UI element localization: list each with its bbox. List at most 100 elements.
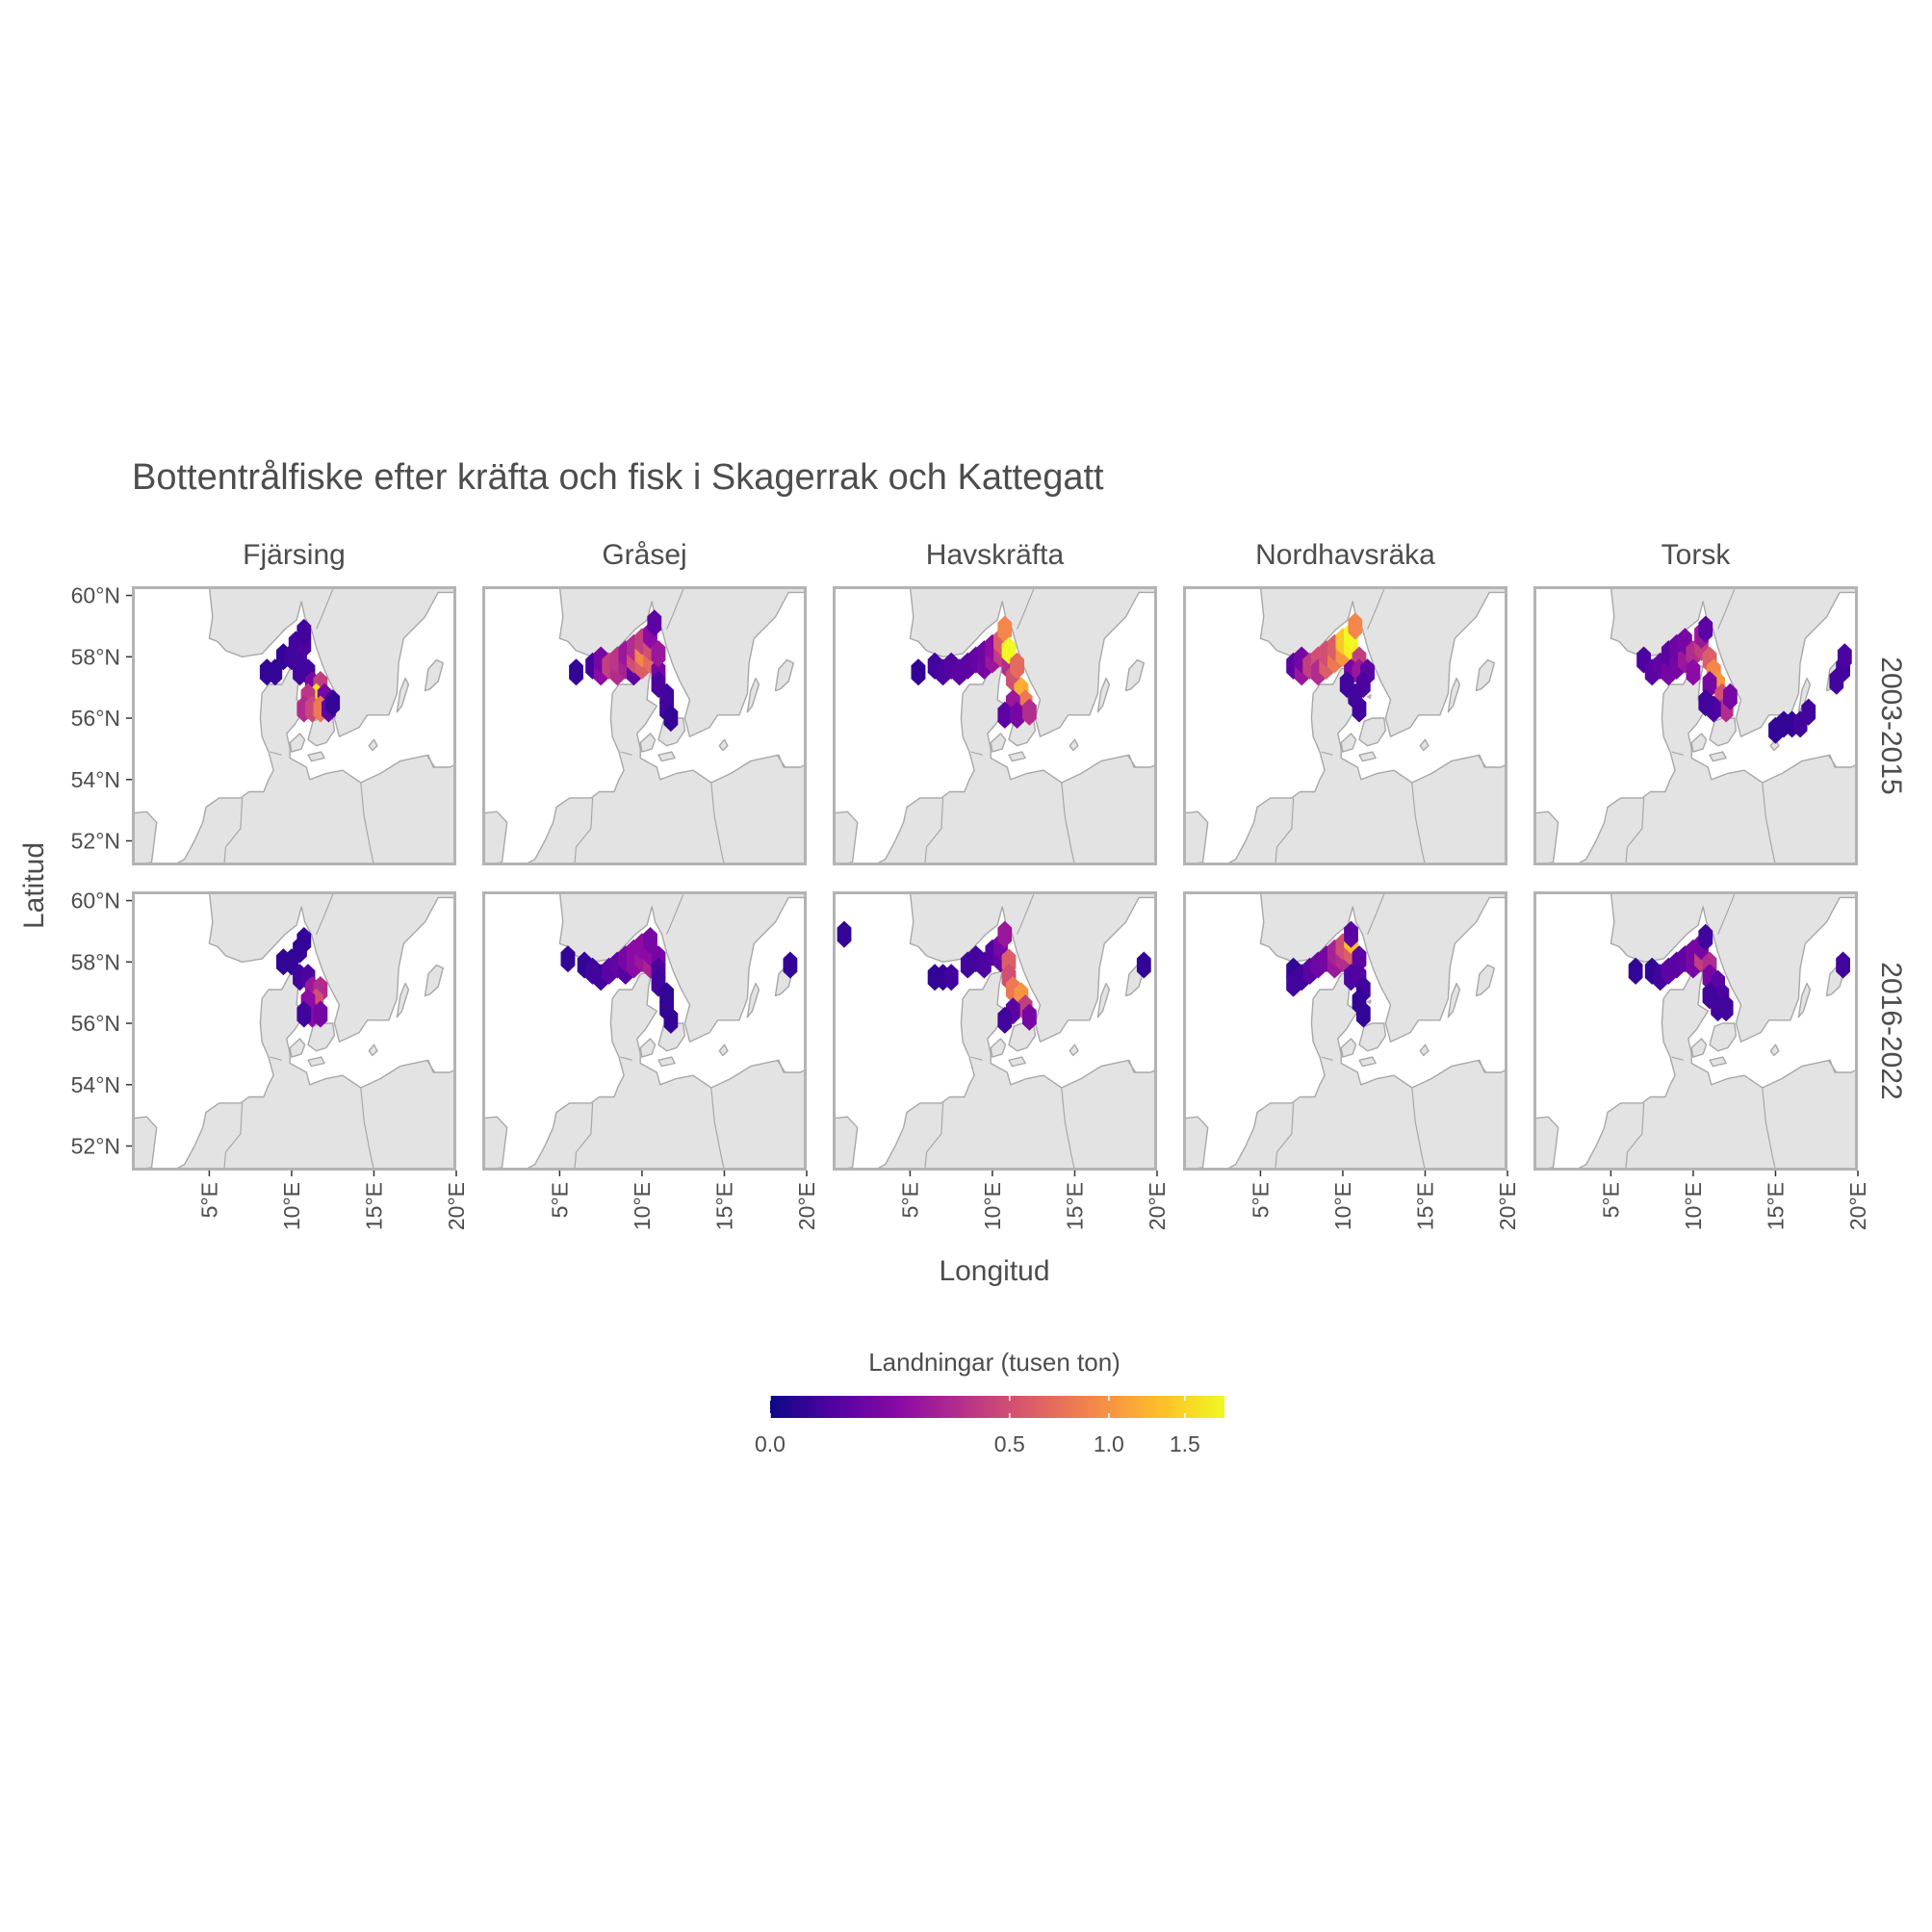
country-border [316,588,334,630]
scandinavia-land [208,891,456,1043]
panel-border [1183,891,1507,1171]
england-land [132,1116,158,1171]
map-panel-content [1533,891,1858,1171]
hex-cell [1801,698,1816,726]
x-tick-label: 10°E [1330,1182,1355,1230]
x-tick-label: 5°E [897,1182,922,1218]
lolland-land [657,1056,676,1068]
country-border [1762,1087,1777,1171]
country-border [1827,754,1838,768]
england-land [482,811,508,865]
country-border [1477,1059,1487,1073]
oland-land [1447,982,1461,1018]
x-tick-label: 15°E [1062,1182,1087,1230]
country-border [924,797,944,865]
map-panel [1533,891,1858,1171]
oland-land [396,677,410,713]
x-tick-label: 20°E [1145,1182,1170,1230]
row-strip-label: 2016-2022 [1875,962,1907,1099]
x-tick-label: 20°E [1495,1182,1520,1230]
y-tick-label: 58°N [71,644,120,669]
hex-cell [1702,982,1717,1010]
gotland-land [424,658,444,692]
country-border [1762,782,1777,865]
x-axes: 5°E 10°E 15°E 20°E 5°E 10°E 15°E 20°E 5°E 10°E 15°… [196,1171,1870,1230]
country-border [1126,754,1137,768]
country-border [970,751,983,756]
map-panel [1183,891,1507,1171]
hex-cell [1136,951,1151,979]
hex-cell [1698,689,1713,717]
zealand-land [1709,717,1738,747]
country-border [425,754,436,768]
country-border [620,1056,632,1061]
country-border [776,1059,786,1073]
x-tick-label: 10°E [980,1182,1005,1230]
column-strip-label: Nordhavsräka [1255,539,1435,571]
country-border [1411,1087,1427,1171]
bornholm-land [718,738,729,752]
country-border [223,1102,244,1171]
funen-land [990,733,1007,753]
scandinavia-land [1610,891,1858,1043]
map-panel [132,586,456,865]
country-border [1827,1059,1838,1073]
country-border [1671,751,1684,756]
country-border [316,893,334,935]
color-legend: Landningar (tusen ton) 0.0 0.5 1.0 1.5 [755,1348,1224,1456]
hex-cell [651,640,666,668]
gotland-land [424,964,444,997]
column-strip-label: Gråsej [602,539,686,571]
legend-title: Landningar (tusen ton) [868,1348,1121,1377]
country-border [970,1056,983,1061]
funen-land [289,1038,306,1058]
x-tick-label: 20°E [794,1182,819,1230]
x-tick-label: 5°E [196,1182,221,1218]
map-panel-content [1183,586,1507,865]
hex-cell [997,920,1013,948]
lolland-land [1358,1056,1377,1068]
funen-land [1690,733,1708,753]
row-strips: 2003-2015 2016-2022 [1875,657,1907,1099]
x-tick-label: 20°E [444,1182,469,1230]
england-land [1183,1116,1209,1171]
column-strip-label: Torsk [1662,539,1732,571]
map-panel-content [482,891,807,1171]
funen-land [289,733,306,753]
funen-land [639,733,657,753]
x-tick-label: 15°E [711,1182,736,1230]
country-border [620,751,632,756]
hex-cell [1836,951,1850,979]
x-tick-label: 20°E [1845,1182,1870,1230]
hex-cell [997,615,1013,643]
hex-cell [296,927,312,954]
hex-cell [943,964,959,992]
hex-cell [911,658,926,686]
country-border [270,751,282,756]
england-land [833,1116,859,1171]
anholt-land [1366,999,1372,1005]
map-panel-content [132,586,456,865]
scandinavia-land [558,891,807,1043]
hex-cell [1723,683,1738,710]
map-panel [833,891,1157,1171]
country-border [1017,588,1035,630]
panel-border [1533,586,1858,865]
lolland-land [1709,751,1727,762]
hex-cell [1355,1000,1371,1028]
y-axes: 52°N 54°N 56°N 58°N 60°N 52°N 54°N 56°N 58°N 60°N [71,583,132,1159]
funen-land [990,1038,1007,1058]
legend-tick-label: 0.0 [755,1431,786,1456]
lolland-land [1358,751,1377,762]
map-panel-content [833,586,1157,865]
zealand-land [1008,1022,1037,1052]
hex-cell [1628,957,1643,985]
legend-tick-label: 1.5 [1170,1431,1200,1456]
country-border [710,1087,726,1171]
hex-cell [643,927,657,954]
bornholm-land [1419,1043,1430,1057]
country-border [710,782,726,865]
lolland-land [657,751,676,762]
country-border [1367,893,1385,935]
bornholm-land [368,738,378,752]
